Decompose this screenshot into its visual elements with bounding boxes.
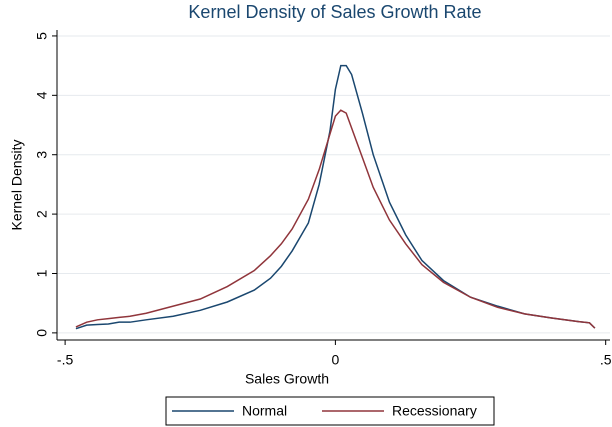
legend-label: Recessionary: [392, 403, 477, 419]
legend-label: Normal: [242, 403, 287, 419]
x-tick-label: .5: [600, 352, 612, 368]
series-line: [75, 109, 596, 329]
y-tick-label: 2: [34, 210, 50, 218]
y-tick-label: 4: [34, 91, 50, 99]
chart-title: Kernel Density of Sales Growth Rate: [188, 2, 481, 22]
y-tick-label: 0: [34, 329, 50, 337]
series-line: [75, 64, 596, 330]
x-tick-label: -.5: [57, 352, 74, 368]
y-axis-title: Kernel Density: [9, 139, 25, 230]
y-tick-label: 1: [34, 269, 50, 277]
y-tick-label: 5: [34, 32, 50, 40]
y-tick-label: 3: [34, 151, 50, 159]
x-axis-title: Sales Growth: [245, 371, 329, 387]
x-tick-label: 0: [331, 352, 339, 368]
